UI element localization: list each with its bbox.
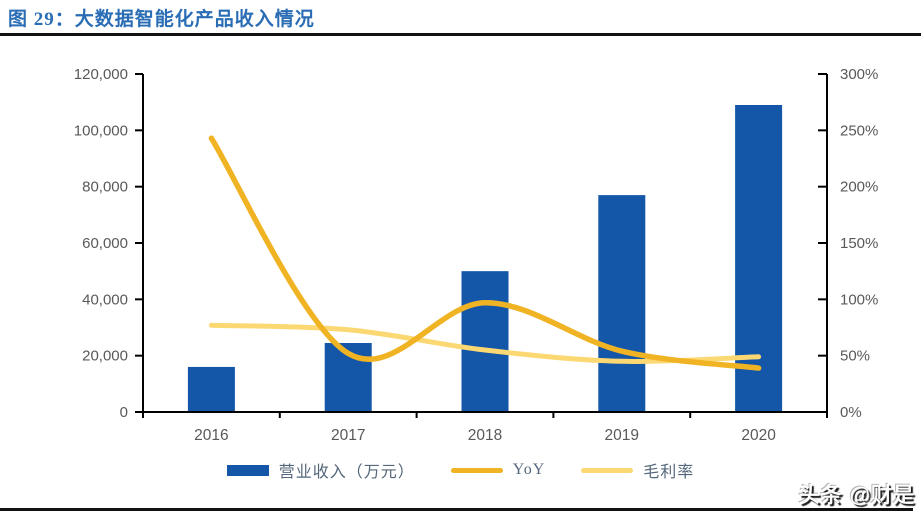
- legend-margin-label: 毛利率: [643, 464, 695, 481]
- x-axis-category-label: 2019: [605, 427, 639, 444]
- chart-legend: 营业收入（万元） YoY 毛利率: [0, 458, 921, 482]
- legend-item-yoy: YoY: [450, 461, 546, 479]
- right-axis-tick-label: 200%: [840, 179, 878, 196]
- revenue-bar-2019: [598, 195, 646, 412]
- x-axis-category-label: 2020: [741, 427, 776, 444]
- revenue-bar-2018: [461, 271, 509, 412]
- left-axis-tick-label: 40,000: [82, 291, 128, 308]
- right-axis-tick-label: 250%: [840, 122, 878, 139]
- right-axis-tick-label: 150%: [840, 235, 878, 252]
- combo-chart: 120,000 300% 100,000 250% 80,000 200% 60,000 15…: [74, 66, 879, 444]
- legend-revenue-label: 营业收入（万元）: [278, 464, 415, 481]
- legend-yoy-label: YoY: [512, 461, 546, 478]
- right-axis-tick-label: 0%: [840, 404, 862, 421]
- legend-yoy-swatch: [450, 467, 503, 473]
- legend-revenue-swatch: [226, 464, 269, 476]
- left-axis-tick-label: 20,000: [82, 348, 128, 365]
- legend-margin-swatch: [581, 467, 634, 473]
- figure-title: 图 29：大数据智能化产品收入情况: [8, 9, 315, 30]
- left-axis-tick-label: 0: [120, 404, 128, 421]
- right-axis-tick-label: 100%: [840, 291, 878, 308]
- watermark-text: 头条 @财是: [798, 484, 915, 507]
- x-axis-category-label: 2018: [468, 427, 502, 444]
- x-axis-category-label: 2016: [194, 427, 228, 444]
- revenue-bar-2020: [735, 104, 783, 412]
- right-axis-tick-label: 50%: [840, 348, 870, 365]
- left-axis-tick-label: 100,000: [74, 122, 128, 139]
- yoy-line: [208, 135, 762, 371]
- x-axis-category-label: 2017: [331, 427, 365, 444]
- title-underline: [0, 33, 921, 36]
- legend-item-revenue: 营业收入（万元）: [226, 458, 415, 482]
- left-axis-tick-label: 60,000: [82, 235, 128, 252]
- bottom-divider: [0, 508, 913, 511]
- revenue-bar-2016: [187, 366, 235, 412]
- right-axis-tick-label: 300%: [840, 66, 878, 83]
- legend-item-margin: 毛利率: [581, 458, 694, 482]
- left-axis-tick-label: 120,000: [74, 66, 128, 83]
- left-axis-tick-label: 80,000: [82, 179, 128, 196]
